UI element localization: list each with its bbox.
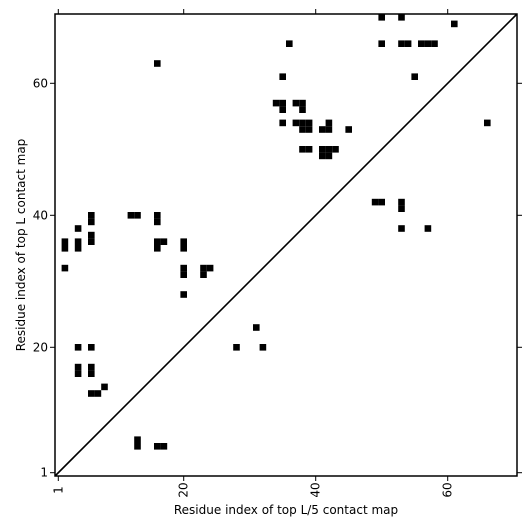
contact-cell — [319, 146, 326, 153]
contact-cell — [279, 119, 286, 127]
contact-cell — [299, 99, 306, 107]
contact-cell — [88, 363, 95, 371]
contact-cell — [305, 119, 313, 127]
contact-cell — [398, 14, 405, 21]
y-tick-label: 1 — [40, 466, 48, 480]
contact-cell — [319, 126, 326, 133]
contact-cell — [325, 146, 333, 153]
contact-cell — [279, 73, 286, 80]
contact-cell — [424, 225, 432, 232]
contact-cells — [61, 14, 491, 450]
contact-cell — [74, 245, 82, 252]
contact-cell — [279, 99, 286, 107]
x-tick-label: 1 — [51, 486, 65, 494]
contact-cell — [94, 390, 102, 397]
contact-cell — [61, 264, 69, 272]
contact-cell — [206, 264, 214, 272]
contact-cell — [154, 245, 161, 252]
contact-cell — [378, 14, 385, 21]
contact-cell — [154, 218, 161, 226]
contact-cell — [259, 344, 267, 351]
contact-cell — [299, 119, 306, 127]
x-axis-label: Residue index of top L/5 contact map — [174, 503, 398, 517]
contact-cell — [398, 205, 405, 212]
contact-cell — [305, 126, 313, 133]
contact-cell — [180, 264, 187, 272]
contact-cell — [180, 271, 187, 278]
contact-cell — [319, 152, 326, 160]
contact-cell — [154, 443, 161, 450]
contact-cell — [378, 198, 385, 206]
contact-cell — [180, 238, 187, 245]
contact-cell — [398, 40, 405, 47]
contact-cell — [325, 119, 333, 127]
y-axis-label: Residue index of top L contact map — [14, 139, 28, 352]
diagonal-line — [54, 13, 518, 477]
contact-cell — [88, 218, 95, 226]
x-tick-label: 60 — [441, 482, 455, 497]
contact-cell — [134, 436, 141, 443]
y-tick-label: 60 — [33, 76, 48, 90]
contact-cell — [154, 238, 161, 245]
contact-cell — [292, 119, 300, 127]
contact-cell — [88, 231, 95, 239]
contact-cell — [101, 383, 108, 391]
contact-cell — [88, 370, 95, 377]
contact-cell — [286, 40, 293, 47]
contact-cell — [371, 198, 379, 206]
contact-cell — [378, 40, 385, 47]
contact-cell — [180, 245, 187, 252]
contact-cell — [305, 146, 313, 153]
contact-cell — [61, 238, 69, 245]
contact-cell — [74, 344, 82, 351]
contact-cell — [160, 238, 168, 245]
contact-cell — [127, 212, 135, 219]
contact-cell — [484, 119, 491, 127]
contact-cell — [325, 126, 333, 133]
contact-cell — [233, 344, 240, 351]
y-tick-label: 40 — [33, 208, 48, 222]
contact-cell — [74, 225, 82, 232]
contact-cell — [134, 443, 141, 450]
contact-cell — [398, 198, 405, 206]
contact-cell — [424, 40, 432, 47]
contact-cell — [332, 146, 339, 153]
contact-cell — [411, 73, 418, 80]
contact-cell — [88, 238, 95, 245]
contact-cell — [299, 126, 306, 133]
contact-cell — [88, 344, 95, 351]
contact-cell — [88, 390, 95, 397]
contact-cell — [451, 20, 458, 28]
contact-cell — [279, 106, 286, 113]
contact-cell — [418, 40, 425, 47]
contact-cell — [160, 443, 168, 450]
contact-cell — [134, 212, 141, 219]
contact-cell — [431, 40, 438, 47]
contact-cell — [299, 106, 306, 113]
contact-cell — [253, 324, 260, 331]
contact-cell — [200, 271, 207, 278]
contact-cell — [398, 225, 405, 232]
contact-cell — [61, 245, 69, 252]
x-tick-label: 20 — [177, 482, 191, 497]
contact-cell — [292, 99, 300, 107]
plot-frame — [54, 13, 518, 477]
contact-cell — [74, 363, 82, 371]
contact-cell — [88, 212, 95, 219]
contact-cell — [74, 238, 82, 245]
contact-cell — [154, 212, 161, 219]
contact-cell — [180, 291, 187, 298]
y-tick-label: 20 — [33, 340, 48, 354]
x-tick-label: 40 — [309, 482, 323, 497]
contact-cell — [154, 60, 161, 67]
contact-cell — [272, 99, 280, 107]
contact-cell — [299, 146, 306, 153]
contact-cell — [345, 126, 352, 133]
contact-cell — [74, 370, 82, 377]
contact-cell — [325, 152, 333, 160]
axis-ticks: 1 20 40 60 1 20 40 60 — [33, 9, 522, 498]
contact-cell — [200, 264, 207, 272]
contact-cell — [404, 40, 412, 47]
